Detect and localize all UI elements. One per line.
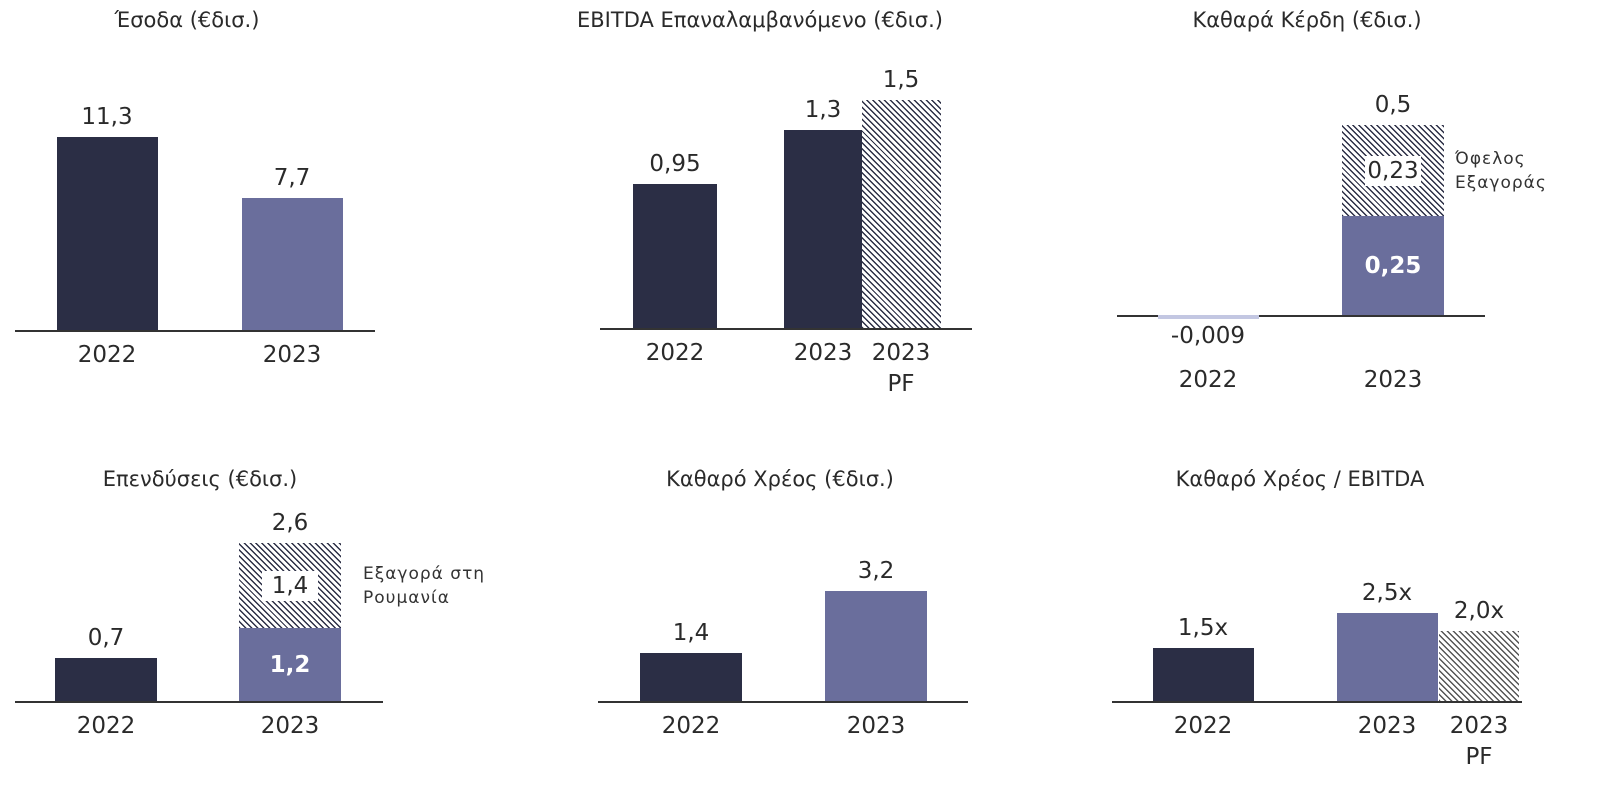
annotation: Εξαγορά στη Ρουμανία [363,563,486,608]
bar [640,652,742,701]
bar [784,130,862,328]
segment-label: 1,4 [262,570,318,601]
bar-segment [55,658,157,701]
x-tick-label: 2023 [1363,367,1423,393]
value-label: 0,5 [1374,92,1412,118]
bar [633,183,717,328]
x-tick-label: 2022 [1178,367,1238,393]
bar [1152,648,1254,701]
chart-title: Έσοδα (€δισ.) [114,8,260,32]
value-label: 0,7 [87,625,125,652]
value-label: 3,2 [857,558,895,584]
value-label: 2,6 [271,510,309,536]
bar [861,100,941,328]
bar [56,137,158,330]
axis-line [15,701,383,703]
x-tick-label: 2022 [77,342,137,368]
value-label: 1,5x [1177,615,1229,642]
axis-line [15,330,375,332]
segment-label: 0,25 [1364,252,1422,279]
value-label: 1,4 [672,619,710,646]
x-tick-label: 2023 PF [871,340,931,397]
chart-title: Καθαρά Κέρδη (€δισ.) [1192,8,1422,32]
x-tick-label: 2022 [1173,713,1233,739]
x-tick-label: 2023 [846,713,906,739]
x-tick-label: 2023 [262,342,322,368]
bar [1336,613,1438,701]
segment-label: 0,23 [1365,155,1421,186]
chart-title: Επενδύσεις (€δισ.) [102,467,298,491]
x-tick-label: 2023 [260,713,320,739]
value-label: 1,3 [804,97,842,124]
x-tick-label: 2023 [1357,713,1417,739]
value-label: 11,3 [81,104,133,130]
bar [241,198,343,330]
bar-segment [1342,216,1444,315]
chart-title: Καθαρό Χρέος / EBITDA [1175,467,1425,491]
x-tick-label: 2023 [793,340,853,366]
chart-title: Καθαρό Χρέος (€δισ.) [666,467,894,491]
chart-title: EBITDA Επαναλαμβανόμενο (€δισ.) [577,8,943,32]
segment-label: 1,2 [269,651,311,678]
bar [825,591,927,701]
x-tick-label: 2022 [645,340,705,366]
annotation: Όφελος Εξαγοράς [1455,148,1547,193]
bar-segment [1157,315,1259,319]
x-tick-label: 2022 [661,713,721,739]
x-tick-label: 2023 PF [1449,713,1509,770]
value-label: 1,5 [882,67,920,93]
value-label: -0,009 [1170,322,1246,349]
bar [1439,630,1519,701]
value-label: 7,7 [273,165,311,192]
axis-line [1117,315,1485,317]
bar-segment [239,628,341,701]
value-label: 2,0x [1453,597,1505,624]
axis-line [598,701,968,703]
axis-line [600,328,972,330]
axis-line [1112,701,1522,703]
x-tick-label: 2022 [76,713,136,739]
value-label: 0,95 [649,150,701,177]
value-label: 2,5x [1361,580,1413,606]
